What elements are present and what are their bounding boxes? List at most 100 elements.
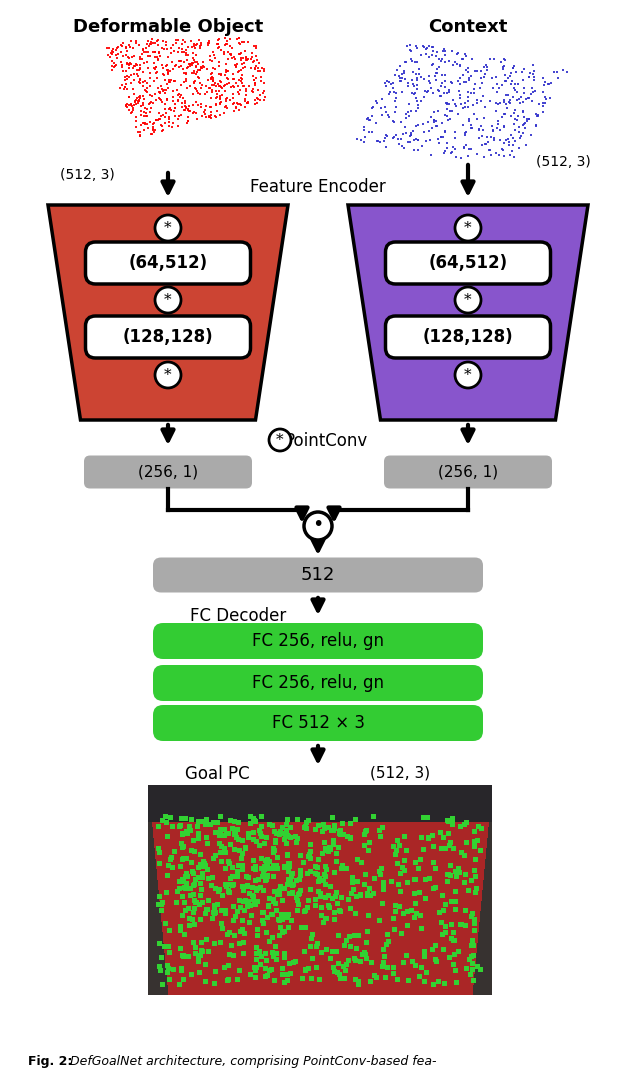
- Point: [232, 30, 242, 47]
- Point: [206, 65, 216, 83]
- Point: [219, 105, 229, 122]
- Point: [403, 77, 413, 94]
- Point: [534, 95, 544, 113]
- Point: [221, 92, 231, 109]
- Point: [250, 71, 260, 88]
- Point: [507, 143, 517, 160]
- Point: [400, 118, 410, 135]
- Point: [220, 76, 230, 93]
- Point: [524, 69, 534, 86]
- Point: [455, 57, 465, 74]
- Point: [195, 59, 205, 76]
- Point: [129, 72, 139, 89]
- Point: [127, 80, 138, 98]
- Point: [522, 113, 532, 130]
- Point: [193, 96, 204, 114]
- Point: [540, 76, 550, 93]
- Point: [438, 43, 449, 60]
- Point: [495, 121, 505, 138]
- Point: [177, 43, 188, 60]
- Point: [193, 84, 204, 101]
- Polygon shape: [48, 205, 288, 420]
- Point: [371, 115, 381, 132]
- Point: [500, 73, 510, 90]
- Point: [482, 59, 492, 76]
- Point: [437, 115, 447, 132]
- Point: [189, 104, 199, 121]
- Point: [253, 90, 264, 107]
- Point: [205, 108, 216, 125]
- Point: [474, 122, 484, 139]
- Point: [192, 54, 202, 71]
- Point: [472, 145, 482, 162]
- Point: [396, 114, 406, 131]
- Point: [193, 56, 203, 73]
- Point: [139, 54, 149, 71]
- Point: [129, 58, 140, 75]
- Point: [414, 65, 424, 83]
- Point: [364, 111, 374, 129]
- Text: (256, 1): (256, 1): [438, 464, 498, 479]
- Point: [479, 58, 489, 75]
- Point: [160, 109, 170, 126]
- Point: [138, 41, 148, 58]
- Point: [397, 70, 407, 87]
- Point: [189, 39, 200, 56]
- Point: [446, 145, 456, 162]
- Point: [393, 131, 403, 148]
- Point: [505, 91, 515, 108]
- Point: [163, 61, 173, 78]
- Point: [196, 79, 206, 96]
- Point: [166, 118, 177, 135]
- Point: [399, 62, 410, 79]
- Point: [424, 68, 434, 85]
- Point: [216, 65, 226, 83]
- Point: [122, 68, 132, 85]
- Point: [150, 49, 160, 66]
- Point: [111, 46, 121, 63]
- Point: [432, 61, 442, 78]
- Circle shape: [455, 362, 481, 388]
- Point: [153, 50, 163, 68]
- Point: [469, 105, 479, 122]
- Point: [391, 85, 401, 102]
- Point: [218, 77, 228, 94]
- Point: [139, 90, 149, 107]
- Point: [148, 34, 159, 51]
- Point: [401, 106, 412, 123]
- Point: [227, 40, 237, 57]
- Point: [442, 135, 452, 152]
- Point: [476, 70, 486, 87]
- Point: [229, 102, 239, 119]
- Point: [207, 69, 218, 86]
- Point: [145, 113, 156, 130]
- Text: *: *: [464, 221, 472, 235]
- Point: [500, 95, 511, 113]
- Point: [188, 104, 198, 121]
- Point: [168, 88, 178, 105]
- Point: [188, 54, 198, 71]
- Point: [444, 95, 454, 113]
- Point: [159, 81, 170, 99]
- Point: [142, 35, 152, 53]
- Point: [250, 40, 260, 57]
- Point: [524, 89, 534, 106]
- Point: [546, 74, 556, 91]
- Point: [205, 47, 215, 64]
- Point: [426, 131, 436, 148]
- Point: [183, 101, 193, 118]
- Point: [246, 50, 256, 68]
- Point: [419, 39, 429, 56]
- Point: [237, 59, 248, 76]
- Point: [204, 107, 214, 124]
- Point: [476, 62, 486, 79]
- Point: [173, 91, 183, 108]
- Point: [174, 39, 184, 56]
- Point: [428, 55, 438, 72]
- Point: [223, 75, 234, 92]
- Point: [143, 32, 153, 49]
- Point: [161, 34, 172, 51]
- Point: [164, 110, 174, 128]
- Point: [149, 123, 159, 140]
- Point: [414, 60, 424, 77]
